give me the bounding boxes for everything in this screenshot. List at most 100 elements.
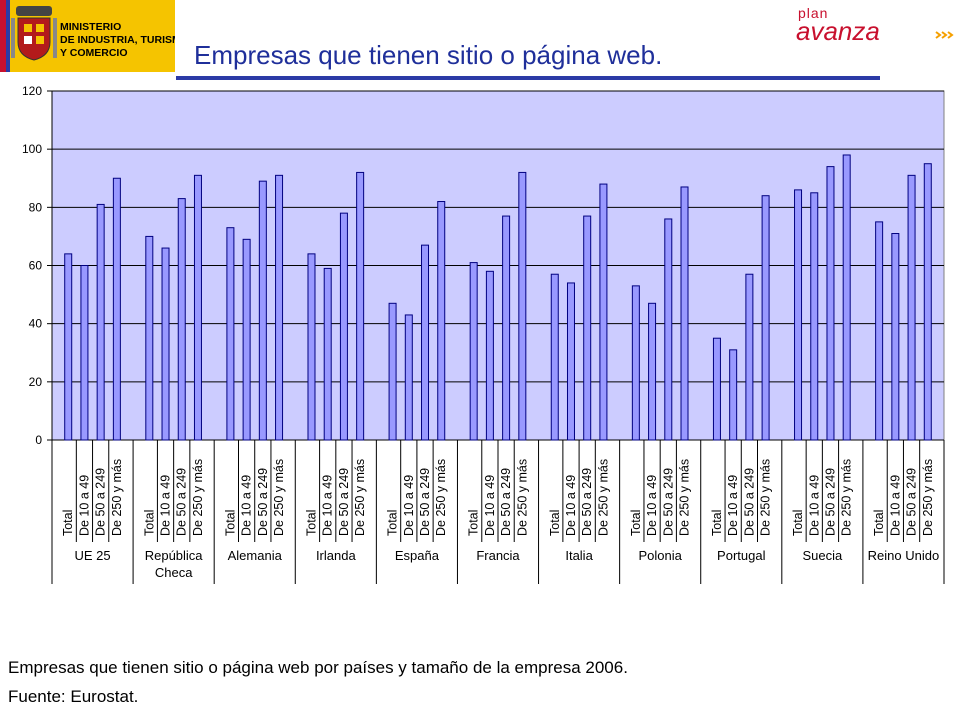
- bar: [891, 233, 900, 441]
- bar: [96, 203, 105, 441]
- bar: [242, 238, 251, 441]
- bar: [112, 177, 121, 441]
- bar: [339, 212, 348, 441]
- subcategory-label: De 10 a 49: [321, 475, 335, 536]
- bar: [388, 302, 397, 441]
- subcategory-label: De 10 a 49: [564, 475, 578, 536]
- country-label: España: [395, 548, 440, 563]
- ministry-line-1: MINISTERIO: [60, 21, 121, 33]
- subcategory-label: De 250 y más: [840, 459, 854, 536]
- bar: [258, 180, 267, 441]
- subcategory-label: De 50 a 249: [742, 468, 756, 536]
- ministry-line-3: Y COMERCIO: [60, 47, 127, 59]
- y-tick-label: 20: [29, 375, 43, 389]
- bar: [680, 186, 689, 441]
- subcategory-label: De 250 y más: [353, 459, 367, 536]
- country-label: Italia: [565, 548, 593, 563]
- subcategory-label: De 50 a 249: [905, 468, 919, 536]
- subcategory-label: Total: [548, 510, 562, 536]
- bar: [80, 265, 89, 441]
- subcategory-label: Total: [710, 510, 724, 536]
- country-label: Suecia: [802, 548, 843, 563]
- bar: [307, 253, 316, 441]
- subcategory-label: De 250 y más: [515, 459, 529, 536]
- y-tick-label: 40: [29, 317, 43, 331]
- bar: [648, 302, 657, 441]
- subcategory-label: De 50 a 249: [661, 468, 675, 536]
- subcategory-label: De 10 a 49: [77, 475, 91, 536]
- bar: [907, 174, 916, 441]
- ministry-logo: MINISTERIO DE INDUSTRIA, TURISMO Y COMER…: [0, 0, 175, 72]
- bar: [745, 273, 754, 441]
- title-underline: [176, 76, 880, 80]
- subcategory-label: De 250 y más: [678, 459, 692, 536]
- bar: [275, 174, 284, 441]
- country-label: Reino Unido: [868, 548, 940, 563]
- page-title: Empresas que tienen sitio o página web.: [194, 40, 663, 70]
- subcategory-label: De 50 a 249: [418, 468, 432, 536]
- country-label: Alemania: [228, 548, 283, 563]
- bar: [356, 171, 365, 441]
- bar: [810, 192, 819, 441]
- bar: [145, 235, 154, 441]
- y-tick-label: 0: [35, 433, 42, 447]
- bar: [502, 215, 511, 441]
- bar: [566, 282, 575, 441]
- bar: [794, 189, 803, 441]
- plan-small-text: plan: [798, 5, 828, 21]
- chart-caption: Empresas que tienen sitio o página web p…: [8, 658, 628, 677]
- subcategory-label: De 250 y más: [596, 459, 610, 536]
- subcategory-label: Total: [872, 510, 886, 536]
- subcategory-label: De 50 a 249: [499, 468, 513, 536]
- subcategory-label: De 10 a 49: [888, 475, 902, 536]
- bar: [583, 215, 592, 441]
- bar: [599, 183, 608, 441]
- bar: [826, 166, 835, 441]
- bar: [518, 171, 527, 441]
- country-label: Portugal: [717, 548, 766, 563]
- bar: [631, 285, 640, 441]
- subcategory-label: Total: [304, 510, 318, 536]
- bar: [729, 349, 738, 441]
- y-tick-label: 100: [22, 142, 42, 156]
- subcategory-label: Total: [629, 510, 643, 536]
- subcategory-label: De 10 a 49: [645, 475, 659, 536]
- subcategory-label: De 50 a 249: [823, 468, 837, 536]
- chevrons-icon: [935, 31, 954, 39]
- subcategory-label: Total: [223, 510, 237, 536]
- subcategory-label: De 10 a 49: [402, 475, 416, 536]
- bar: [161, 247, 170, 441]
- subcategory-label: De 50 a 249: [94, 468, 108, 536]
- bar: [469, 262, 478, 441]
- subcategory-label: De 10 a 49: [807, 475, 821, 536]
- y-tick-label: 80: [29, 200, 43, 214]
- coat-of-arms-icon: [11, 6, 57, 61]
- subcategory-label: De 50 a 249: [580, 468, 594, 536]
- country-label: Francia: [476, 548, 520, 563]
- country-label: República Checa: [145, 548, 204, 580]
- chart-source: Fuente: Eurostat.: [8, 687, 139, 706]
- subcategory-label: De 10 a 49: [726, 475, 740, 536]
- bar: [421, 244, 430, 441]
- subcategory-label: De 250 y más: [759, 459, 773, 536]
- y-tick-label: 60: [29, 259, 43, 273]
- bar: [664, 218, 673, 441]
- plan-avanza-logo: plan avanza: [796, 5, 954, 46]
- bar: [226, 227, 235, 441]
- country-label: Irlanda: [316, 548, 357, 563]
- subcategory-label: De 250 y más: [921, 459, 935, 536]
- subcategory-label: De 10 a 49: [483, 475, 497, 536]
- subcategory-label: De 50 a 249: [175, 468, 189, 536]
- bar: [550, 273, 559, 441]
- subcategory-label: De 50 a 249: [256, 468, 270, 536]
- subcategory-label: Total: [467, 510, 481, 536]
- subcategory-label: De 250 y más: [110, 459, 124, 536]
- bar: [842, 154, 851, 441]
- subcategory-label: De 50 a 249: [337, 468, 351, 536]
- subcategory-label: Total: [142, 510, 156, 536]
- bar: [712, 337, 721, 441]
- ministry-line-2: DE INDUSTRIA, TURISMO: [60, 34, 175, 46]
- y-tick-label: 120: [22, 84, 42, 98]
- bar: [761, 195, 770, 441]
